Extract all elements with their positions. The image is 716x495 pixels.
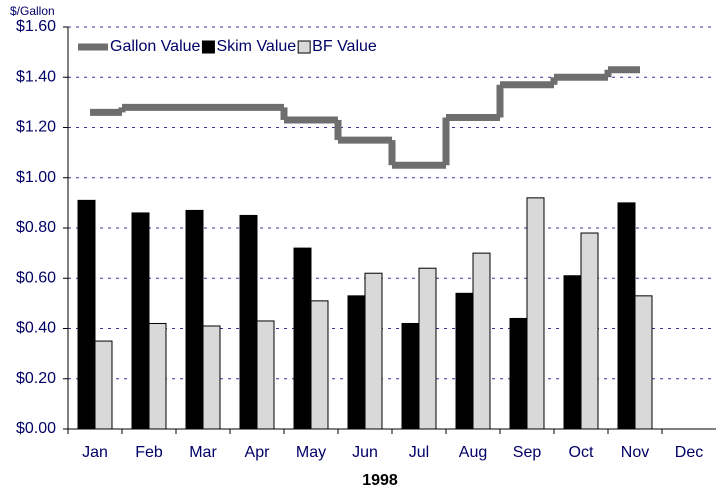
y-axis-label: $/Gallon xyxy=(10,4,55,18)
x-tick-label: Sep xyxy=(513,444,542,461)
y-tick-label: $0.20 xyxy=(16,370,56,387)
x-tick-label: May xyxy=(296,444,326,461)
x-tick-label: Feb xyxy=(135,444,163,461)
y-tick-label: $0.00 xyxy=(16,420,56,437)
bar xyxy=(239,214,258,430)
bar xyxy=(148,322,167,430)
bar xyxy=(509,317,528,430)
legend-swatch xyxy=(201,40,215,54)
x-tick-label: Nov xyxy=(621,444,649,461)
legend-swatch xyxy=(297,40,311,54)
x-tick-label: Oct xyxy=(569,444,594,461)
bar xyxy=(418,267,437,430)
x-axis-label: 1998 xyxy=(362,472,398,489)
x-tick-label: Jul xyxy=(409,444,429,461)
legend-label: BF Value xyxy=(312,38,377,55)
legend-label: Skim Value xyxy=(216,38,296,55)
y-tick-label: $1.60 xyxy=(16,18,56,35)
x-tick-label: Jan xyxy=(82,444,108,461)
y-tick-label: $1.20 xyxy=(16,119,56,136)
bar xyxy=(364,272,383,430)
bar xyxy=(401,322,420,430)
bar xyxy=(526,197,545,430)
y-tick-label: $0.40 xyxy=(16,320,56,337)
bar xyxy=(77,199,96,430)
bar xyxy=(202,325,221,430)
bar xyxy=(580,232,599,430)
bar xyxy=(347,295,366,430)
bar xyxy=(293,247,312,430)
x-tick-label: Aug xyxy=(459,444,487,461)
bar xyxy=(455,292,474,430)
y-tick-label: $1.40 xyxy=(16,68,56,85)
bar xyxy=(94,340,113,430)
bar xyxy=(634,295,653,430)
bar xyxy=(617,202,636,430)
bar xyxy=(185,209,204,430)
x-tick-label: Dec xyxy=(675,444,703,461)
y-tick-label: $0.80 xyxy=(16,219,56,236)
bar xyxy=(131,212,150,430)
bar xyxy=(563,275,582,430)
legend-label: Gallon Value xyxy=(110,38,201,55)
bar xyxy=(310,300,329,430)
x-tick-label: Mar xyxy=(189,444,217,461)
x-tick-label: Apr xyxy=(245,444,271,461)
y-tick-label: $0.60 xyxy=(16,269,56,286)
y-tick-label: $1.00 xyxy=(16,169,56,186)
bar xyxy=(472,252,491,430)
bar xyxy=(256,320,275,430)
x-tick-label: Jun xyxy=(352,444,378,461)
